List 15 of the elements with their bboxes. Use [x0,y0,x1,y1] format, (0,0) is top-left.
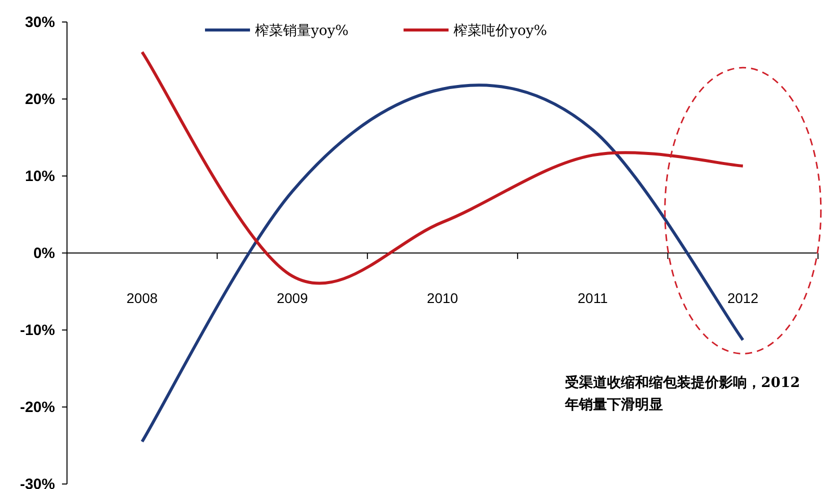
y-tick-label: -30% [20,476,55,489]
y-tick-label: 20% [24,91,55,108]
x-tick-label: 2012 [727,290,759,306]
y-tick-label: 0% [33,245,55,262]
x-tick-label: 2009 [276,290,308,306]
y-tick-label: -10% [20,322,55,339]
y-tick-label: 30% [24,14,55,31]
y-tick-label: 10% [24,168,55,185]
x-tick-label: 2011 [578,290,608,306]
legend-label: 榨菜销量yoy% [255,23,349,39]
x-tick-label: 2010 [426,290,458,306]
annotation: 受渠道收缩和缩包装提价影响，2012年销量下滑明显 [565,374,801,415]
legend-label: 榨菜吨价yoy% [454,23,548,39]
y-tick-label: -20% [20,399,55,416]
x-tick-label: 2008 [126,290,158,306]
